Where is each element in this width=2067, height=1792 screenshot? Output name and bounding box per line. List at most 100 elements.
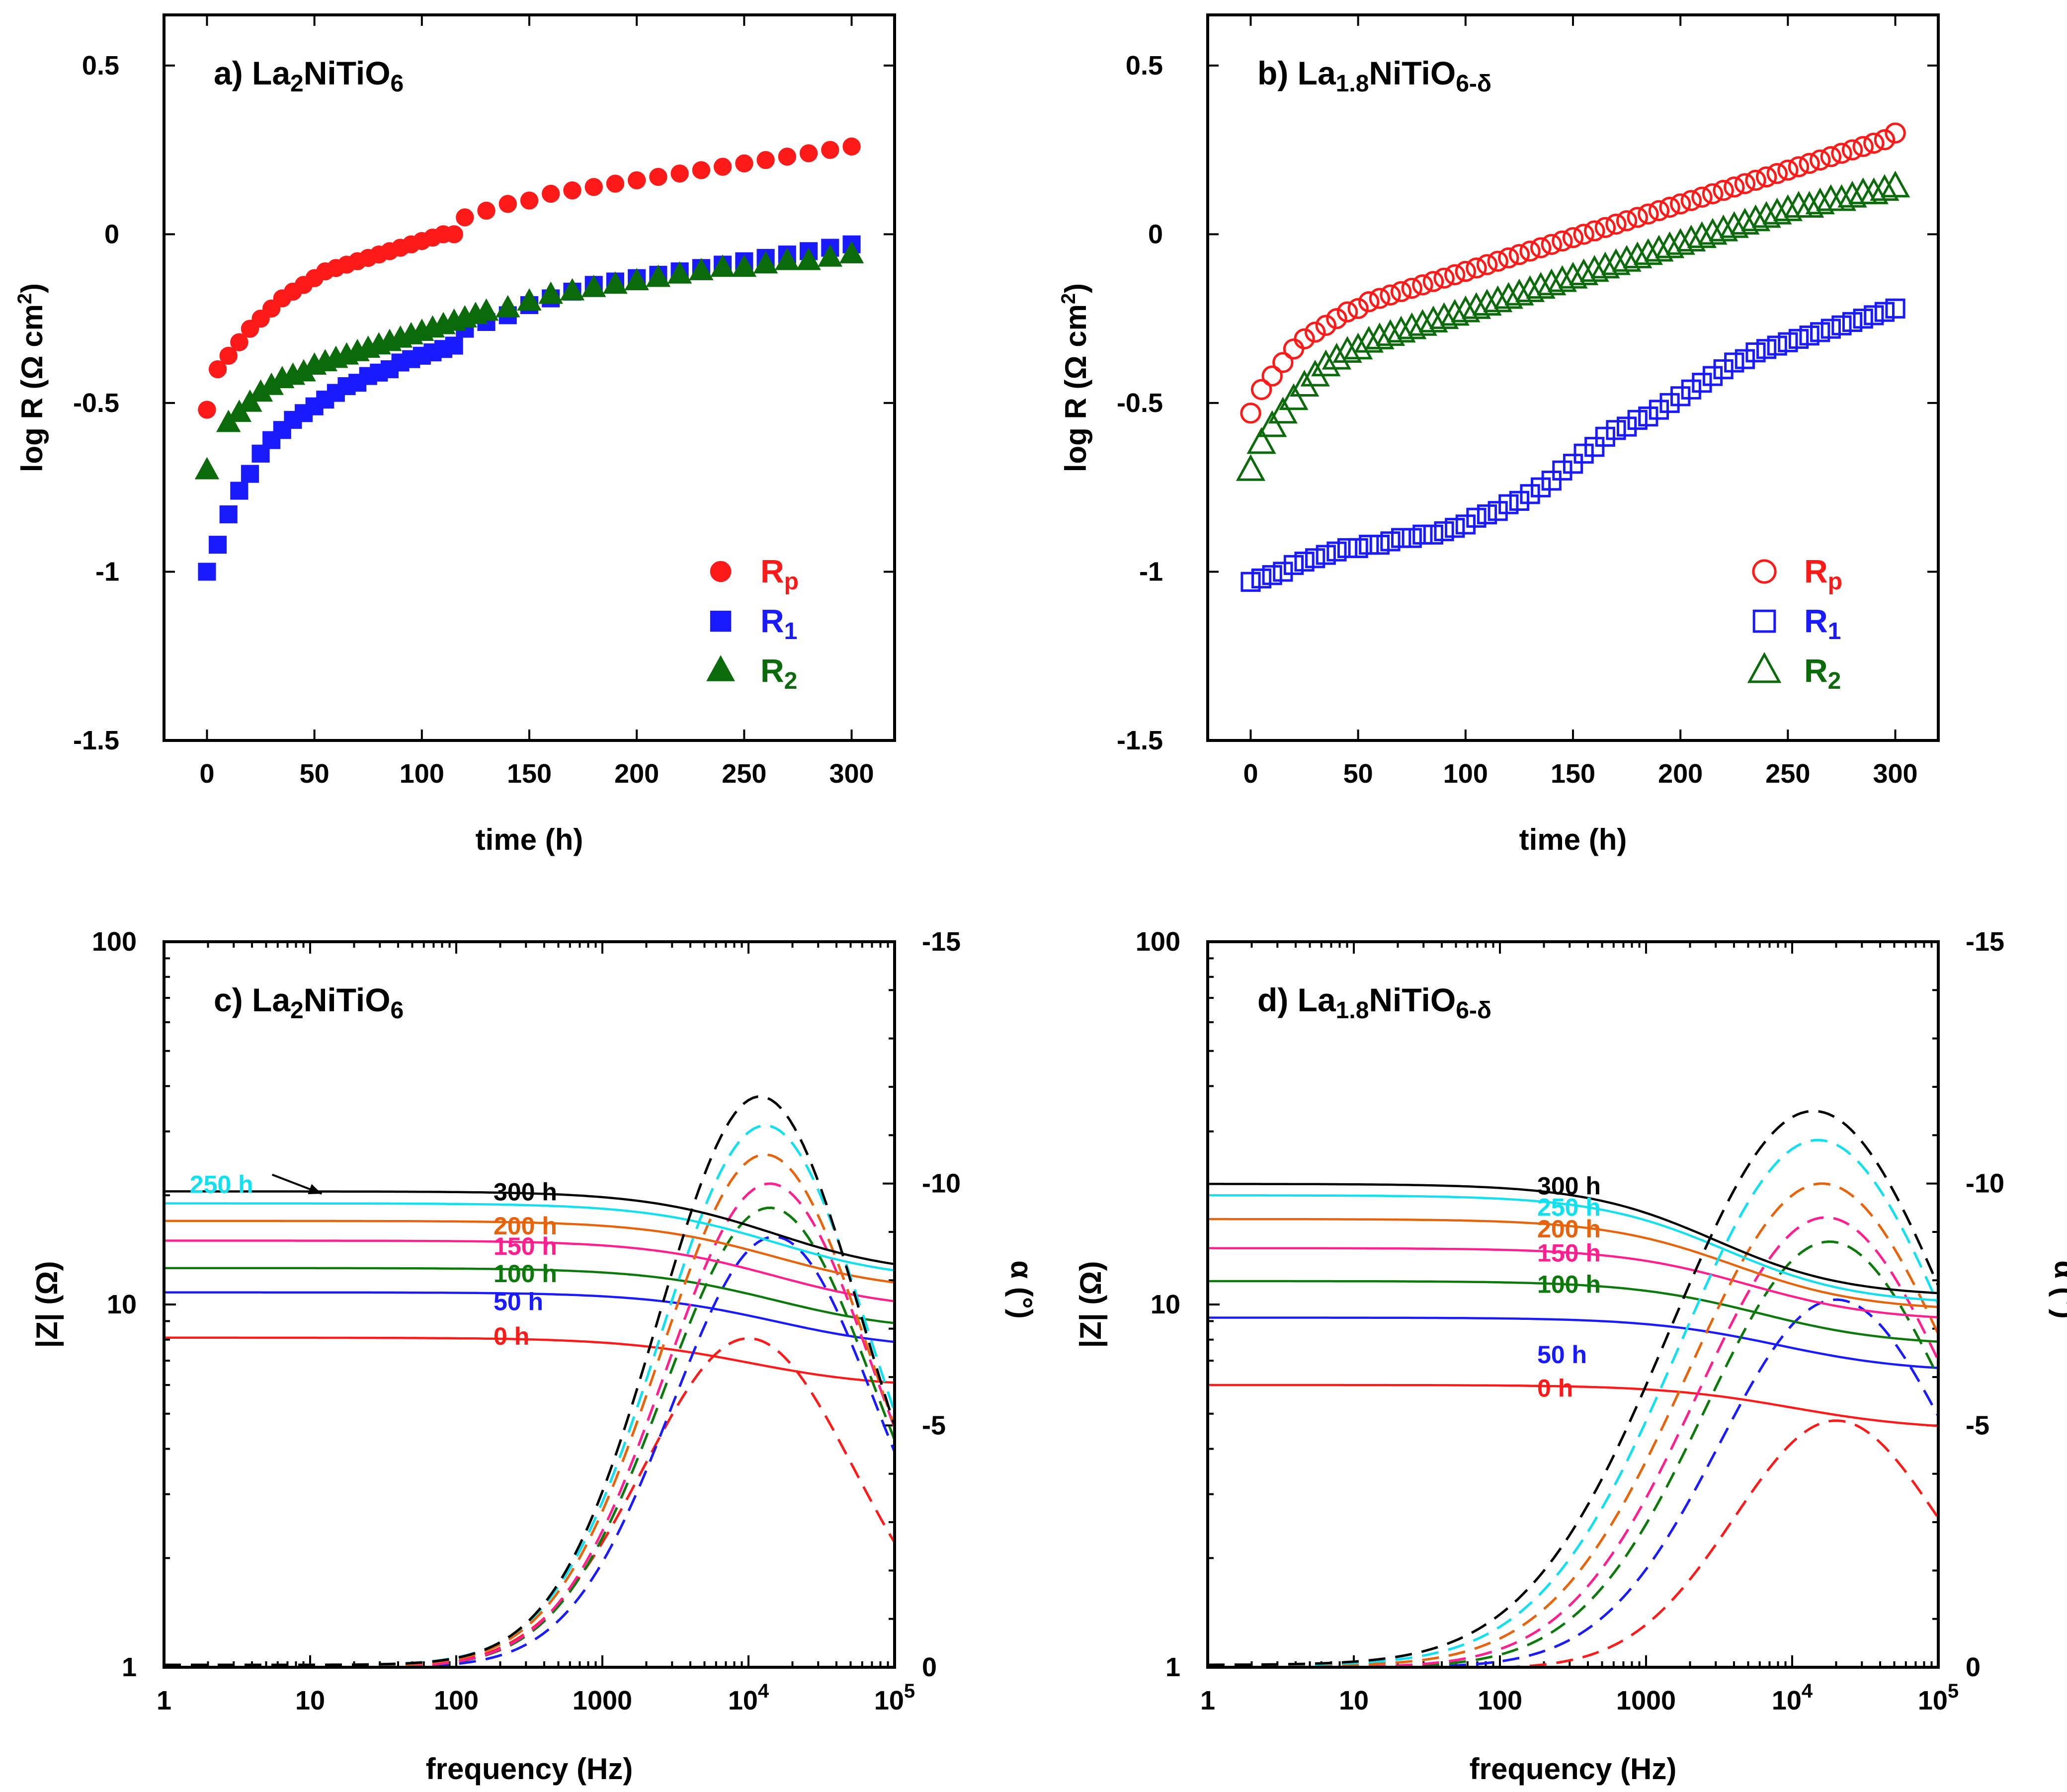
data-point-triangle: [1579, 255, 1609, 282]
x-tick-label: 0: [1243, 759, 1258, 789]
legend-label-text: R: [760, 602, 784, 639]
data-point-circle: [1294, 328, 1315, 350]
data-point-circle: [1627, 207, 1648, 228]
impedance-curve-150h: [164, 1239, 895, 1303]
x-tick-label: 105: [1918, 1680, 1959, 1715]
x-tick-label: 104: [728, 1680, 769, 1715]
data-point-square: [1767, 335, 1787, 356]
curve-label: 250 h: [1537, 1193, 1601, 1221]
data-point-triangle: [1794, 191, 1824, 218]
data-point-square: [1359, 535, 1379, 555]
data-point-triangle: [1740, 204, 1771, 232]
data-point-circle: [1734, 173, 1756, 194]
x-tick-label: 200: [1658, 759, 1703, 789]
data-point-square: [1402, 528, 1422, 548]
data-point-circle: [713, 158, 732, 176]
data-point-triangle: [1300, 359, 1330, 387]
data-point-circle: [1616, 210, 1638, 232]
data-point-circle: [1444, 264, 1466, 286]
data-point-circle: [821, 141, 839, 159]
data-point-square: [198, 563, 216, 581]
x-tick-label-base: 10: [874, 1686, 904, 1715]
panel-title: a) La2NiTiO6: [214, 55, 404, 97]
x-tick-label-base: 1000: [573, 1686, 632, 1715]
y-right-tick-label: -10: [1966, 1169, 2004, 1199]
data-point-circle: [1261, 365, 1283, 387]
data-point-circle: [1390, 281, 1412, 303]
data-point-circle: [1777, 160, 1799, 181]
data-point-circle: [542, 184, 560, 203]
data-point-triangle: [603, 271, 628, 294]
y-tick-label: 0: [1148, 219, 1163, 249]
data-point-circle: [778, 148, 796, 166]
data-point-circle: [219, 346, 238, 365]
data-point-circle: [1702, 183, 1724, 205]
panel-title-subscript: 6-δ: [1456, 71, 1491, 97]
panel-title-subscript: 6: [391, 997, 404, 1024]
plot-frame: [163, 940, 896, 1669]
phase-curve-300h: [1208, 1110, 1938, 1666]
data-point-triangle: [1870, 174, 1900, 201]
x-tick-label-base: 10: [1918, 1686, 1948, 1715]
data-point-square: [1885, 298, 1905, 319]
x-tick-label: 100: [400, 759, 444, 789]
panel-title-text: c) La: [214, 981, 291, 1018]
x-tick-label-base: 10: [1772, 1686, 1802, 1715]
curve-label: 300 h: [1537, 1172, 1601, 1200]
data-point-circle: [1358, 291, 1380, 313]
legend-label-text: R: [760, 553, 784, 589]
x-tick-label: 1000: [573, 1686, 632, 1715]
data-point-triangle: [1515, 275, 1545, 302]
legend-label: Rp: [1804, 553, 1842, 595]
legend-label: R1: [1804, 602, 1841, 645]
data-point-circle: [208, 360, 227, 379]
data-point-circle: [1369, 288, 1391, 309]
data-point-triangle: [732, 254, 757, 277]
data-point-square: [1752, 609, 1776, 633]
data-point-triangle: [1719, 211, 1749, 238]
panel-title: c) La2NiTiO6: [214, 981, 404, 1024]
data-point-triangle: [1397, 312, 1427, 339]
data-point-square: [1262, 565, 1282, 585]
phase-curve-100h: [164, 1206, 895, 1667]
data-point-square: [710, 610, 732, 632]
x-tick-label: 250: [722, 759, 766, 789]
data-point-square: [1326, 541, 1347, 562]
y-axis-title: log R (Ω cm2): [1058, 283, 1092, 472]
data-point-triangle: [1461, 292, 1491, 319]
data-point-circle: [1433, 267, 1455, 289]
data-point-circle: [1250, 379, 1272, 400]
panel-title-text: d) La: [1257, 981, 1336, 1018]
panel-title-subscript: 1.8: [1336, 997, 1369, 1024]
data-point-triangle: [538, 281, 563, 304]
series-r2: [194, 241, 864, 480]
data-point-square: [1810, 322, 1830, 342]
y-right-tick-label: -15: [922, 927, 961, 957]
impedance-curve-0h: [164, 1336, 895, 1384]
data-point-circle: [1680, 190, 1702, 211]
data-point-square: [1391, 528, 1411, 548]
impedance-curve-100h: [1208, 1280, 1938, 1343]
data-point-circle: [606, 174, 625, 193]
data-point-triangle: [1730, 208, 1760, 235]
data-point-circle: [1326, 308, 1347, 329]
data-point-square: [1498, 494, 1519, 514]
data-point-circle: [1648, 200, 1670, 222]
data-point-triangle: [796, 247, 821, 270]
data-point-circle: [1508, 244, 1530, 265]
x-tick-label-base: 100: [1478, 1686, 1522, 1715]
data-point-circle: [842, 137, 861, 156]
curve-label: 0 h: [1537, 1374, 1573, 1402]
impedance-curve-150h: [1208, 1247, 1938, 1318]
data-point-triangle: [1633, 238, 1663, 265]
data-point-triangle: [496, 295, 520, 318]
data-point-square: [1337, 538, 1358, 559]
y-right-tick-label: -5: [922, 1410, 946, 1440]
y-axis-title-superscript: 2: [1058, 293, 1079, 304]
data-point-triangle: [1558, 261, 1588, 289]
data-point-square: [1251, 568, 1272, 589]
y-right-tick-label: 0: [922, 1652, 937, 1682]
data-point-square: [1305, 548, 1325, 569]
